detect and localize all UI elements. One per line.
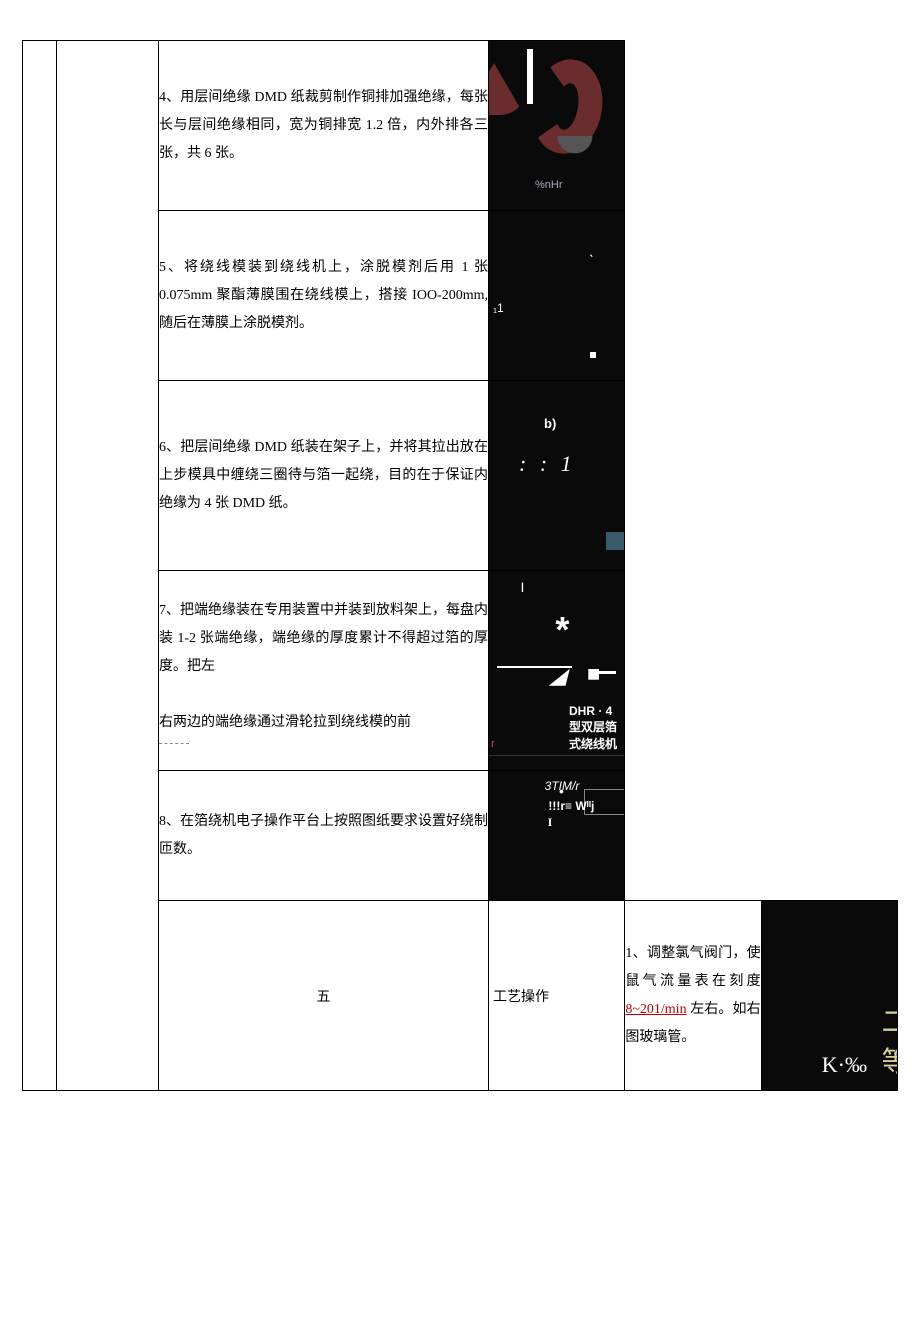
img9-t3: K·‰ [822, 1052, 867, 1078]
step7-text: 7、把端绝缘装在专用装置中并装到放料架上，每盘内装 1-2 张端绝缘，端绝缘的厚… [159, 571, 489, 771]
step7-text-a: 7、把端绝缘装在专用装置中并装到放料架上，每盘内装 1-2 张端绝缘，端绝缘的厚… [159, 603, 488, 674]
section5-step1-link: 8~201/min [625, 1002, 686, 1017]
img7-r: r [491, 738, 495, 750]
section4-title-cell [57, 41, 159, 1091]
section4-number-cell [23, 41, 57, 1091]
img5-sym2: ₁1 [493, 301, 504, 315]
img7-t4: ◢ [549, 663, 566, 689]
step8-text: 8、在箔绕机电子操作平台上按照图纸要求设置好绕制匝数。 [159, 771, 489, 901]
step4-image: %nHr [489, 41, 625, 211]
step4-text: 4、用层间绝缘 DMD 纸裁剪制作铜排加强绝缘，每张长与层间绝缘相同，宽为铜排宽… [159, 41, 489, 211]
img5-sym3: ˎ [589, 241, 594, 259]
process-table: 4、用层间绝缘 DMD 纸裁剪制作铜排加强绝缘，每张长与层间绝缘相同，宽为铜排宽… [22, 40, 898, 1091]
step5-image: ₁1 ==—| ˎ [489, 211, 625, 381]
img8-t3: I [548, 815, 553, 830]
img9-t2: 二等 [882, 1000, 898, 1080]
img8-t2: !!!r≡ Wᴵᴵj [548, 799, 594, 813]
img6-t2: b) [544, 416, 556, 431]
step5-text: 5、将绕线模装到绕线机上，涂脱模剂后用 1 张 0.075mm 聚酯薄膜围在绕线… [159, 211, 489, 381]
section5-step1-pre: 1、调整氯气阀门，使鼠气流量表在刻度 [625, 946, 760, 989]
section5-image: 卜 二等 K·‰ [761, 901, 897, 1091]
step6-image: '.J~ b) : : 1 口 a4 心. ╱ r 工 [489, 381, 625, 571]
section5-number: 五 [159, 901, 489, 1091]
img7-caption: DHR · 4 型双层箔式绕线机 [569, 704, 624, 752]
img7-t2: * [555, 609, 569, 651]
step7-image: I * ▲// ◢ ■ □——、 r DHR · 4 型双层箔式绕线机 [489, 571, 625, 771]
section5-step1: 1、调整氯气阀门，使鼠气流量表在刻度 8~201/min 左右。如右图玻璃管。 [625, 901, 761, 1091]
img8-t1: 3TIM/r [545, 779, 580, 793]
section5-title: 工艺操作 [489, 901, 625, 1091]
img7-t6: ■ [587, 661, 600, 687]
step6-text: 6、把层间绝缘 DMD 纸装在架子上，并将其拉出放在上步模具中缠绕三圈待与箔一起… [159, 381, 489, 571]
img6-t3: : : 1 [519, 451, 576, 477]
img7-t1: I [520, 579, 524, 595]
step7-text-b: 右两边的端绝缘通过滑轮拉到绕线模的前 [159, 715, 411, 730]
img4-label: %nHr [535, 179, 563, 191]
step8-image: • 3TIM/r !!!r≡ Wᴵᴵj I [489, 771, 625, 901]
